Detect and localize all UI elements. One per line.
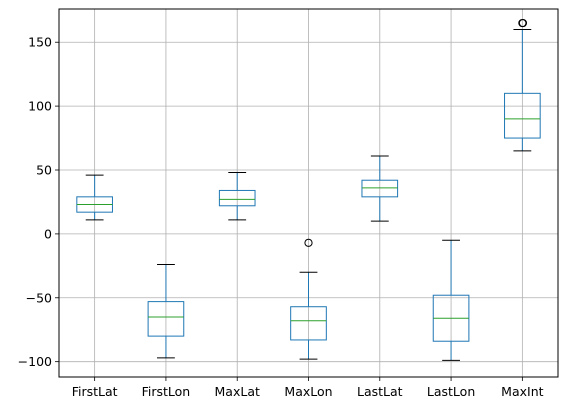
grid-lines [59, 9, 558, 377]
y-tick-label: 50 [36, 163, 52, 178]
outlier-point [304, 238, 313, 247]
x-tick-label: LastLat [357, 384, 403, 399]
y-tick-label: 150 [28, 35, 52, 50]
box-lastlon [432, 239, 470, 361]
box-firstlat [76, 174, 113, 221]
x-tick-label: FirstLat [72, 384, 118, 399]
iqr-box [361, 179, 399, 198]
box-lastlat [361, 155, 399, 222]
iqr-box [290, 306, 327, 341]
x-tick-label: MaxLat [215, 384, 260, 399]
iqr-box [147, 301, 185, 337]
y-tick-label: 100 [28, 99, 52, 114]
iqr-box [504, 92, 541, 139]
iqr-box [218, 189, 256, 207]
x-tick-label: MaxLon [284, 384, 332, 399]
box-series [76, 18, 541, 361]
x-tick-label: MaxInt [501, 384, 543, 399]
y-tick-label: −100 [18, 354, 52, 369]
y-tick-label: −50 [26, 290, 52, 305]
box-maxlat [218, 172, 256, 221]
outlier-point [518, 18, 528, 28]
y-tick-label: 0 [44, 226, 52, 241]
x-tick-label: LastLon [427, 384, 475, 399]
box-maxlon [290, 238, 327, 360]
box-firstlon [147, 264, 185, 359]
box-maxint [504, 18, 541, 152]
axes: −100 −50 0 50 100 150 FirstLat FirstLon MaxLat Ma… [18, 35, 544, 399]
x-tick-label: FirstLon [142, 384, 191, 399]
